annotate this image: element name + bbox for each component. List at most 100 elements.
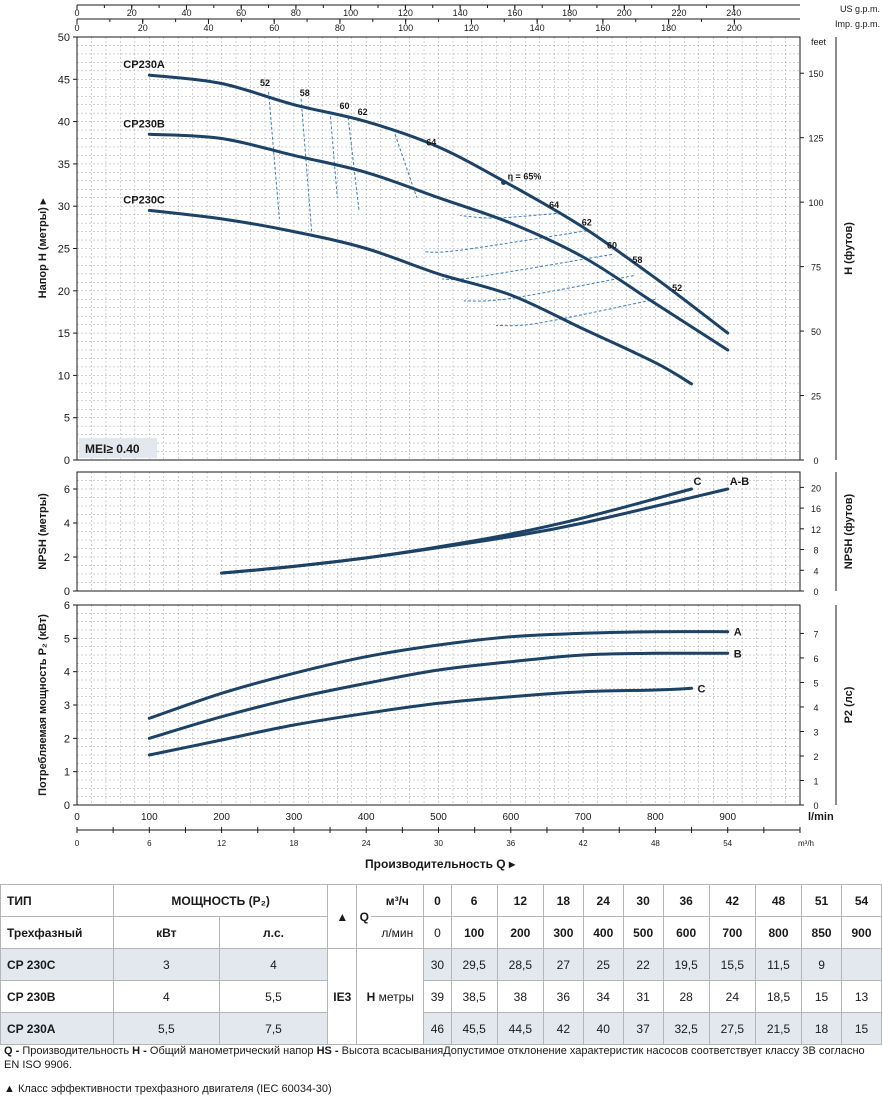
model-cell: CP 230A — [0, 1012, 114, 1045]
x-tick-label: 500 — [430, 812, 447, 823]
panel-frame — [76, 471, 801, 592]
q-m3-2: 12 — [496, 884, 544, 917]
triangle-header: ▲ — [327, 884, 358, 949]
efficiency-contour-left-62 — [347, 117, 360, 211]
efficiency-contour-left-64 — [394, 134, 418, 198]
efficiency-label: 64 — [549, 200, 559, 210]
q-lmin-8: 800 — [754, 916, 803, 949]
col-phase-header: Трехфазный — [0, 916, 114, 949]
h-cell: 44,5 — [496, 1012, 544, 1045]
h-cell: 36 — [542, 980, 584, 1013]
footnote-q-key: Q - — [4, 1045, 20, 1057]
h-cell: 30 — [423, 948, 452, 981]
col-kw-header: кВт — [113, 916, 220, 949]
us-gpm-label: US g.p.m. — [840, 4, 880, 14]
y-axis-title: Напор H (метры) ▸ — [37, 198, 49, 298]
hp-cell: 5,5 — [218, 980, 329, 1013]
q-letter: Q — [356, 884, 372, 949]
col-type-header: ТИП — [0, 884, 114, 917]
q-lmin-0: 0 — [423, 916, 452, 949]
x-tick-label: 900 — [719, 812, 736, 823]
us-gpm-tick-label: 240 — [726, 8, 741, 18]
imp-gpm-tick-label: 180 — [661, 23, 676, 33]
q-m3-8: 48 — [754, 884, 803, 917]
footnote-hs-key: HS - — [316, 1045, 339, 1057]
y-tick-label: 45 — [58, 74, 70, 86]
imp-gpm-tick-label: 120 — [464, 23, 479, 33]
footnote-line2: EN ISO 9906. — [4, 1059, 72, 1071]
y-tick-label: 6 — [64, 600, 70, 612]
efficiency-label: 58 — [300, 88, 310, 98]
efficiency-label: 64 — [426, 137, 436, 147]
mei-box — [79, 438, 157, 458]
h-cell: 22 — [622, 948, 664, 981]
y-tick-label: 25 — [58, 244, 70, 256]
h-cell: 38 — [496, 980, 544, 1013]
h-cell: 27 — [542, 948, 584, 981]
h-cell: 29,5 — [450, 948, 498, 981]
imp-gpm-tick-label: 80 — [335, 23, 345, 33]
npsh-curve-a-b — [220, 487, 730, 575]
y2-tick-label: 7 — [813, 629, 818, 639]
x2-tick-label: 0 — [75, 839, 80, 848]
model-cell: CP 230B — [0, 980, 114, 1013]
efficiency-contour-right-62 — [423, 230, 587, 253]
series-label: CP230C — [123, 194, 165, 206]
imp-gpm-label: Imp. g.p.m. — [835, 19, 880, 29]
y-tick-label: 4 — [64, 667, 70, 679]
q-m3-7: 42 — [708, 884, 756, 917]
y2-tick-label: 6 — [813, 654, 818, 664]
power-curve-b — [147, 651, 730, 740]
ie3-cell: IE3 — [327, 948, 358, 1045]
efficiency-label: 60 — [340, 101, 350, 111]
h-cell: 40 — [582, 1012, 624, 1045]
h-cell: 18 — [801, 1012, 842, 1045]
x2-tick-label: 36 — [506, 839, 515, 848]
h-cell: 32,5 — [662, 1012, 710, 1045]
x2-tick-label: 6 — [147, 839, 152, 848]
y2-tick-label: 25 — [811, 392, 821, 402]
us-gpm-tick-label: 20 — [127, 8, 137, 18]
y-axis-title: Потребляемая мощность P₂ (кВт) — [37, 614, 49, 796]
h-unit: метры — [378, 989, 414, 1004]
y-tick-label: 5 — [64, 633, 70, 645]
q-m3-6: 36 — [662, 884, 710, 917]
head-curve-cp230a — [147, 73, 730, 335]
series-label: CP230B — [123, 118, 165, 130]
h-cell — [840, 948, 882, 981]
imp-gpm-tick-label: 160 — [595, 23, 610, 33]
footnote-q-text: Производительность — [19, 1045, 133, 1057]
q-m3-3: 18 — [542, 884, 584, 917]
y-tick-label: 0 — [64, 800, 70, 812]
y2-tick-label: 150 — [808, 69, 823, 79]
x-axis-title: Производительность Q ▸ — [365, 857, 516, 871]
y-tick-label: 5 — [64, 413, 70, 425]
us-gpm-tick-label: 0 — [74, 8, 79, 18]
y2-tick-label: 100 — [808, 198, 823, 208]
table-row: CP 230B 4 5,5 39 38,5 38 36 34 31 28 24 … — [0, 980, 882, 1013]
series-label: CP230A — [123, 59, 165, 71]
h-letter: H — [366, 989, 376, 1004]
efficiency-label: 52 — [672, 283, 682, 293]
footnote-legend: Q - Производительность H - Общий маномет… — [4, 1044, 865, 1072]
imp-gpm-tick-label: 20 — [138, 23, 148, 33]
y2-tick-label: 4 — [813, 703, 818, 713]
q-unit-lmin: л/мин — [371, 916, 425, 949]
imp-gpm-tick-label: 60 — [269, 23, 279, 33]
y-tick-label: 1 — [64, 767, 70, 779]
kw-cell: 5,5 — [113, 1012, 220, 1045]
table-row: CP 230A 5,5 7,5 46 45,5 44,5 42 40 37 32… — [0, 1012, 882, 1045]
y2-tick-label: 0 — [813, 456, 818, 466]
footnote-hs-text: Высота всасыванияДопустимое отклонение х… — [338, 1045, 865, 1057]
efficiency-label: 62 — [582, 218, 592, 228]
series-label: B — [734, 648, 742, 660]
power-curve-c — [147, 686, 693, 757]
us-gpm-tick-label: 160 — [507, 8, 522, 18]
h-cell: 38,5 — [450, 980, 498, 1013]
series-label: A — [734, 627, 742, 639]
us-gpm-tick-label: 140 — [453, 8, 468, 18]
h-cell: 34 — [582, 980, 624, 1013]
footnote-h-key: H - — [132, 1045, 147, 1057]
q-lmin-9: 850 — [801, 916, 842, 949]
